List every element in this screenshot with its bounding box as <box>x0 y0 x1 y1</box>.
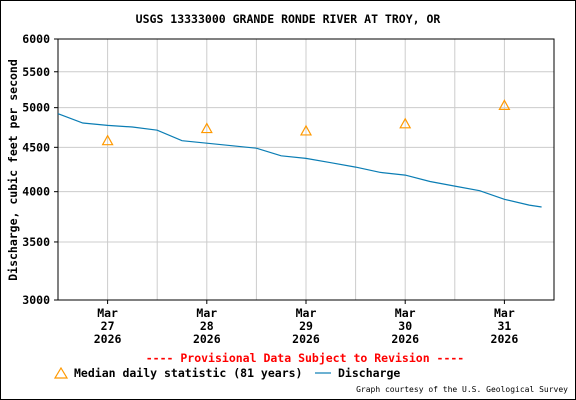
x-tick-label: 2026 <box>94 332 122 346</box>
series-layer <box>57 99 542 208</box>
median-marker <box>498 99 511 110</box>
x-tick-label: 28 <box>200 319 214 333</box>
median-marker <box>101 134 114 146</box>
x-tick-label: Mar <box>395 306 416 320</box>
y-tick-label: 3000 <box>22 293 50 307</box>
x-tick-label: Mar <box>97 306 118 320</box>
y-tick-label: 6000 <box>22 32 50 46</box>
discharge-line <box>57 113 542 208</box>
legend-discharge-label: Discharge <box>338 366 401 380</box>
x-tick-label: Mar <box>196 306 217 320</box>
x-tick-label: 27 <box>101 319 115 333</box>
y-tick-label: 5000 <box>22 101 50 115</box>
grid-lines <box>58 39 554 300</box>
median-marker <box>399 117 412 129</box>
x-tick-label: Mar <box>296 306 317 320</box>
x-tick-label: 2026 <box>292 332 320 346</box>
x-tick-label: 31 <box>497 319 511 333</box>
x-tick-label: 2026 <box>491 332 519 346</box>
provisional-notice: ---- Provisional Data Subject to Revisio… <box>145 351 465 365</box>
x-axis-ticks: Mar272026Mar282026Mar292026Mar302026Mar3… <box>94 300 519 346</box>
chart-title: USGS 13333000 GRANDE RONDE RIVER AT TROY… <box>135 12 441 26</box>
triangle-marker-icon <box>54 367 68 379</box>
legend-median-label: Median daily statistic (81 years) <box>74 366 303 380</box>
x-tick-label: Mar <box>494 306 515 320</box>
y-tick-label: 4500 <box>22 140 50 154</box>
line-marker-icon <box>315 372 331 374</box>
legend-item-discharge: Discharge <box>314 366 400 380</box>
credit-text: Graph courtesy of the U.S. Geological Su… <box>356 385 568 394</box>
median-marker <box>299 124 313 136</box>
x-tick-label: 2026 <box>391 332 419 346</box>
y-tick-label: 5500 <box>22 65 50 79</box>
x-tick-label: 29 <box>299 319 313 333</box>
legend-item-median: Median daily statistic (81 years) <box>54 366 302 380</box>
y-tick-label: 3500 <box>22 235 50 249</box>
x-tick-label: 30 <box>398 319 412 333</box>
y-axis-ticks: 3000 3500 4000 4500 5000 5500 6000 <box>22 32 58 307</box>
median-marker <box>200 122 213 134</box>
y-tick-label: 4000 <box>22 185 50 199</box>
x-tick-label: 2026 <box>193 332 221 346</box>
